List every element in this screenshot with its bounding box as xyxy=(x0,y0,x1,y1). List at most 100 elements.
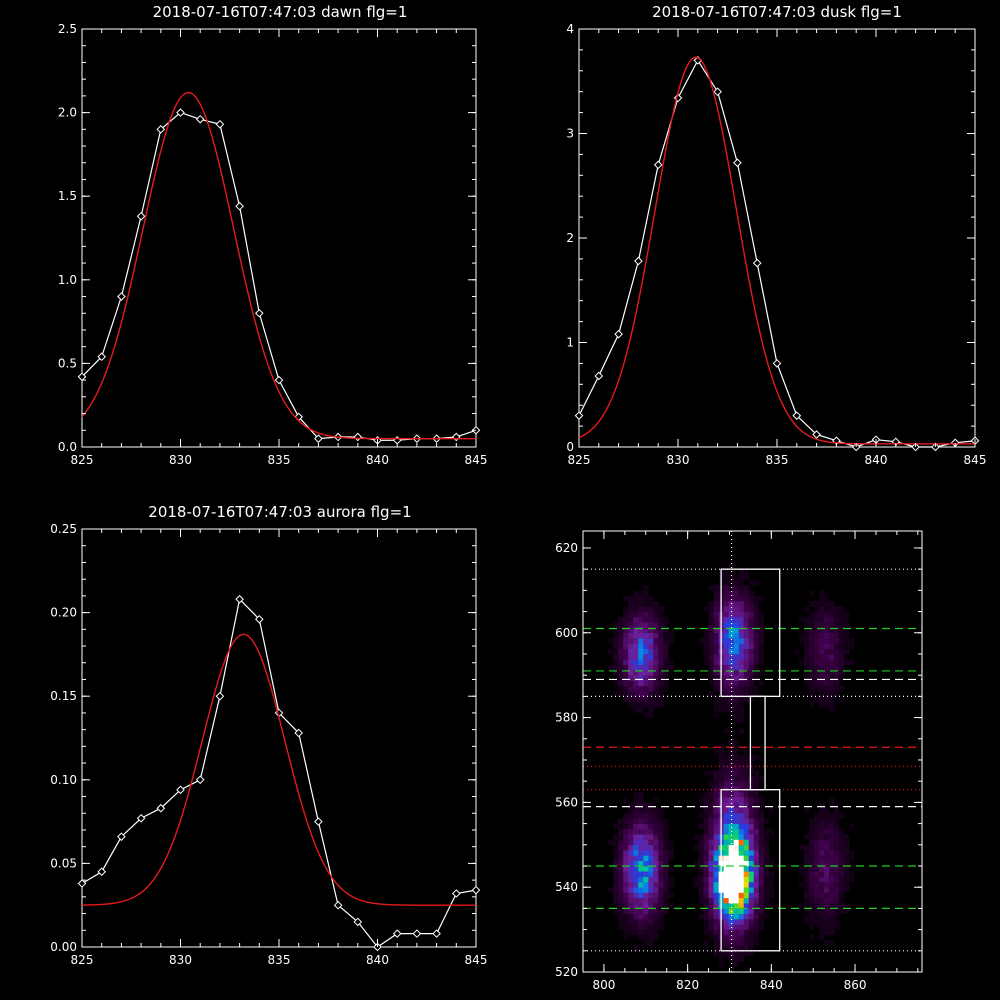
heatmap-cell xyxy=(738,908,745,914)
heatmap-cell xyxy=(728,823,734,830)
heatmap-cell xyxy=(819,892,825,899)
heatmap-cell xyxy=(703,876,709,883)
heatmap-cell xyxy=(743,919,750,925)
heatmap-cell xyxy=(814,871,820,877)
y-tick-label: 620 xyxy=(555,541,578,555)
heatmap-cell xyxy=(849,876,855,883)
heatmap-cell xyxy=(733,595,739,602)
heatmap-cell xyxy=(703,834,709,840)
heatmap-cell xyxy=(618,871,624,877)
heatmap-cell xyxy=(628,691,634,697)
heatmap-cell xyxy=(653,701,659,708)
heatmap-cell xyxy=(733,632,739,639)
heatmap-cell xyxy=(748,638,755,644)
heatmap-cell xyxy=(758,850,765,856)
heatmap-cell xyxy=(653,606,659,612)
heatmap-cell xyxy=(633,669,639,676)
heatmap-cell xyxy=(809,887,815,893)
heatmap-cell xyxy=(763,860,770,867)
y-tick-label: 2.5 xyxy=(58,22,77,36)
heatmap-cell xyxy=(633,828,639,835)
heatmap-cell xyxy=(819,701,825,708)
heatmap-cell xyxy=(829,659,835,665)
heatmap-cell xyxy=(618,691,624,697)
heatmap-cell xyxy=(723,876,729,883)
heatmap-cell xyxy=(623,691,629,697)
heatmap-cell xyxy=(723,706,729,713)
heatmap-cell xyxy=(839,611,845,618)
heatmap-cell xyxy=(653,664,659,671)
heatmap-cell xyxy=(763,828,770,835)
heatmap-cell xyxy=(733,590,739,596)
heatmap-cell xyxy=(708,606,714,612)
heatmap-cell xyxy=(658,850,664,856)
heatmap-cell xyxy=(834,919,840,925)
heatmap-cell xyxy=(708,850,714,856)
heatmap-cell xyxy=(753,940,760,946)
heatmap-cell xyxy=(728,706,734,713)
heatmap-cell xyxy=(703,632,709,639)
heatmap-cell xyxy=(713,648,719,655)
heatmap-cell xyxy=(708,585,714,591)
heatmap-cell xyxy=(643,865,649,872)
heatmap-cell xyxy=(753,876,760,883)
heatmap-cell xyxy=(814,844,820,851)
heatmap-cell xyxy=(623,924,629,930)
heatmap-cell xyxy=(653,611,659,618)
heatmap-cell xyxy=(713,585,719,591)
heatmap-cell xyxy=(693,881,699,888)
heatmap-cell xyxy=(748,892,755,899)
heatmap-cell xyxy=(748,606,755,612)
heatmap-cell xyxy=(633,887,639,893)
heatmap-cell xyxy=(763,881,770,888)
heatmap-cell xyxy=(753,643,760,649)
heatmap-cell xyxy=(809,680,815,687)
heatmap-cell xyxy=(839,834,845,840)
heatmap-cell xyxy=(738,940,745,946)
heatmap-cell xyxy=(748,675,755,681)
heatmap-cell xyxy=(723,701,729,708)
heatmap-cell xyxy=(758,828,765,835)
heatmap-cell xyxy=(728,759,734,766)
heatmap-cell xyxy=(738,595,745,602)
heatmap-cell xyxy=(728,627,734,634)
heatmap-cell xyxy=(829,696,835,702)
heatmap-cell xyxy=(829,897,835,904)
dusk-title: 2018-07-16T07:47:03 dusk flg=1 xyxy=(652,3,902,21)
heatmap-cell xyxy=(733,802,739,808)
y-tick-label: 0.20 xyxy=(50,606,77,620)
heatmap-cell xyxy=(809,828,815,835)
heatmap-cell xyxy=(703,871,709,877)
heatmap-cell xyxy=(753,685,760,692)
heatmap-cell xyxy=(824,616,830,623)
heatmap-cell xyxy=(748,685,755,692)
heatmap-cell xyxy=(809,839,815,846)
heatmap-cell xyxy=(708,669,714,676)
heatmap-cell xyxy=(628,865,634,872)
heatmap-cell xyxy=(803,897,810,904)
y-tick-label: 600 xyxy=(555,626,578,640)
heatmap-cell xyxy=(743,616,750,623)
heatmap-cell xyxy=(814,648,820,655)
heatmap-cell xyxy=(713,919,719,925)
heatmap-cell xyxy=(653,691,659,697)
heatmap-cell xyxy=(713,913,719,920)
heatmap-cell xyxy=(663,887,669,893)
heatmap-cell xyxy=(819,595,825,602)
data-point-marker xyxy=(471,885,481,895)
heatmap-cell xyxy=(758,595,765,602)
heatmap-cell xyxy=(738,585,745,591)
heatmap-cell xyxy=(809,701,815,708)
heatmap-cell xyxy=(623,865,629,872)
heatmap-cell xyxy=(748,802,755,808)
heatmap-cell xyxy=(613,892,619,899)
heatmap-cell xyxy=(803,648,810,655)
heatmap-cell xyxy=(648,876,654,883)
heatmap-cell xyxy=(703,659,709,665)
heatmap-cell xyxy=(653,865,659,872)
x-tick-label: 840 xyxy=(760,978,783,992)
heatmap-cell xyxy=(814,881,820,888)
heatmap-cell xyxy=(738,850,745,856)
heatmap-cell xyxy=(819,828,825,835)
heatmap-cell xyxy=(708,680,714,687)
